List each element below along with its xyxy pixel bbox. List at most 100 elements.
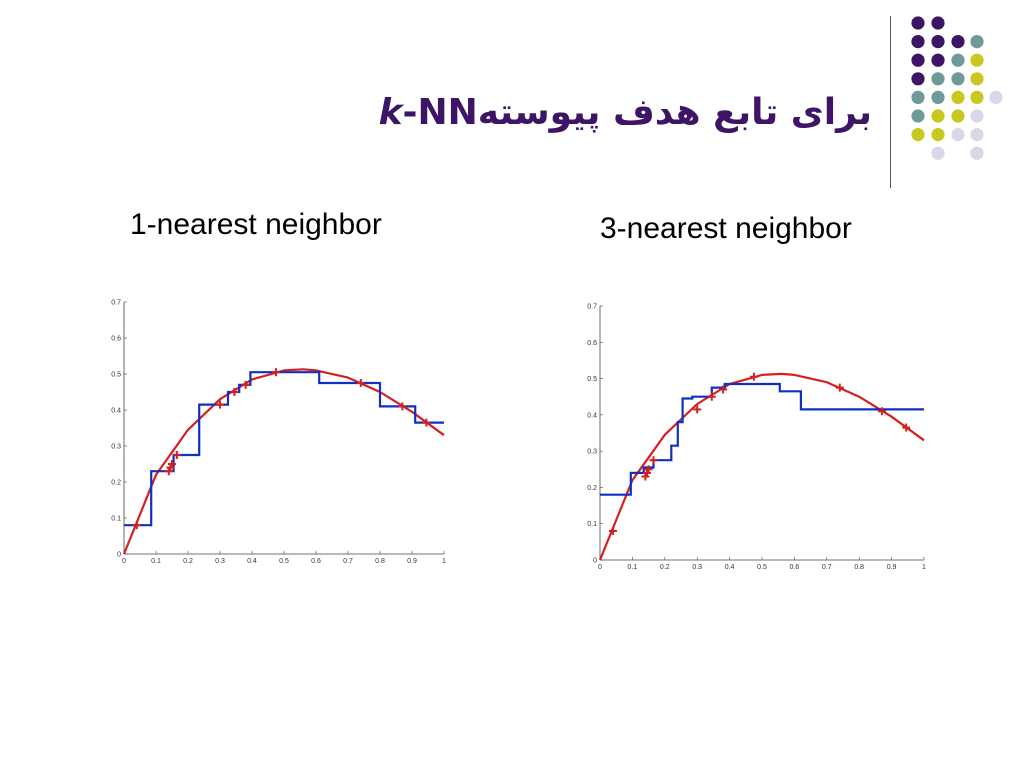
y-tick-label: 0.4 [111,408,121,415]
y-tick-label: 0.3 [587,449,597,456]
training-point-marker [719,385,728,394]
x-tick-label: 0.4 [725,564,735,571]
decorative-dot [931,35,945,49]
decorative-dot-grid [911,16,1003,160]
y-tick-label: 0.3 [111,444,121,451]
x-tick-label: 1 [922,564,926,571]
decorative-dot [970,35,984,49]
x-tick-label: 0.4 [247,558,257,565]
y-tick-label: 0 [593,558,597,565]
decorative-dot [951,35,965,49]
x-tick-label: 0.5 [757,564,767,571]
title-nn: -NN [402,92,478,133]
decorative-dot [911,35,925,49]
x-tick-label: 0.6 [790,564,800,571]
x-tick-label: 0.1 [151,558,161,565]
training-point-marker [835,383,844,392]
x-tick-label: 0.2 [660,564,670,571]
decorative-dot [989,90,1003,104]
training-point-marker [172,451,181,459]
title-divider [890,16,891,188]
knn-prediction-line [124,371,444,527]
training-point-marker [649,456,658,465]
decorative-dot [970,90,984,104]
decorative-dot [931,90,945,104]
y-tick-label: 0.1 [111,516,121,523]
training-point-marker [398,402,407,411]
training-point-marker [644,465,653,474]
decorative-dot [931,53,945,67]
decorative-dot [911,53,925,67]
training-point-marker [241,380,250,389]
x-tick-label: 0.7 [822,564,832,571]
x-tick-label: 0.2 [183,558,193,565]
decorative-dot [911,128,925,142]
decorative-dot [951,109,965,123]
training-point-marker [902,423,911,432]
x-tick-label: 0 [598,564,602,571]
training-point-marker [168,460,176,468]
training-point-marker [132,521,141,530]
training-point-marker [707,392,716,401]
knn-prediction-line [600,382,924,496]
x-tick-label: 0.6 [311,558,321,565]
decorative-dot [951,72,965,86]
decorative-dot [911,16,925,30]
x-tick-label: 0.8 [375,558,385,565]
y-tick-label: 0.6 [111,336,121,343]
x-tick-label: 0.9 [407,558,417,565]
y-tick-label: 0.7 [587,304,597,311]
chart-1nn: 0 0.1 0.2 0.3 0.4 0.5 0.6 0.7 0.8 0.9 1 0 0.1 0.2 0.3 0… [111,300,446,566]
training-point-marker [216,400,224,409]
training-point-marker [356,379,365,387]
y-tick-label: 0.6 [587,340,597,347]
chart-title-1nn: 1-nearest neighbor [130,208,382,241]
x-tick-label: 0.7 [343,558,353,565]
decorative-dot [911,90,925,104]
decorative-dot [951,53,965,67]
decorative-dot [970,109,984,123]
training-point-marker [608,526,617,535]
decorative-dot [911,109,925,123]
training-point-marker [749,372,758,381]
decorative-dot [931,72,945,86]
y-tick-label: 0.2 [587,485,597,492]
x-tick-label: 0.3 [215,558,225,565]
training-point-marker [272,368,280,377]
slide-title: k-NNبرای تابع هدف پیوسته [379,92,872,133]
chart-3nn: 0 0.1 0.2 0.3 0.4 0.5 0.6 0.7 0.8 0.9 1 0 0.1 0.2 0.3 0… [587,304,926,572]
x-tick-label: 0.3 [692,564,702,571]
decorative-dot [970,53,984,67]
y-tick-label: 0.5 [111,372,121,379]
decorative-dot [911,72,925,86]
decorative-dot [951,90,965,104]
decorative-dot [931,16,945,30]
y-tick-label: 0.1 [587,521,597,528]
y-tick-label: 0.5 [587,376,597,383]
chart-title-3nn: 3-nearest neighbor [600,212,852,245]
y-tick-label: 0.2 [111,480,121,487]
target-function-line [122,368,445,555]
decorative-dot [970,146,984,160]
decorative-dot [931,109,945,123]
training-point-marker [693,405,702,414]
x-tick-label: 0.9 [887,564,897,571]
training-point-marker [422,418,431,427]
training-point-marker [230,388,239,396]
x-tick-label: 0.1 [628,564,638,571]
y-tick-label: 0.7 [111,300,121,307]
decorative-dot [970,128,984,142]
y-tick-label: 0.4 [587,412,597,419]
decorative-dot [951,128,965,142]
title-farsi: برای تابع هدف پیوسته [477,92,872,133]
title-k: k [378,92,403,133]
x-tick-label: 0 [122,558,126,565]
target-function-line [598,372,925,561]
y-tick-label: 0 [117,552,121,559]
decorative-dot [931,128,945,142]
x-tick-label: 0.5 [279,558,289,565]
decorative-dot [970,72,984,86]
x-tick-label: 1 [442,558,446,565]
decorative-dot [931,146,945,160]
x-tick-label: 0.8 [854,564,864,571]
